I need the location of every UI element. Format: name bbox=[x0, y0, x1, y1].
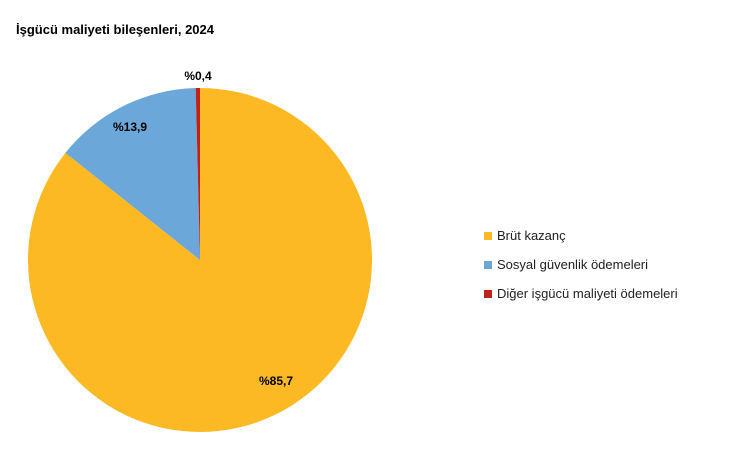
pie-slices bbox=[28, 87, 373, 432]
data-label-diger-odemeler: %0,4 bbox=[184, 69, 212, 83]
legend-swatch-brut-kazanc bbox=[484, 231, 492, 240]
pie-slice-brut-kazanc bbox=[28, 88, 373, 432]
chart-title: İşgücü maliyeti bileşenleri, 2024 bbox=[16, 22, 214, 37]
legend: Brüt kazanç Sosyal güvenlik ödemeleri Di… bbox=[484, 221, 678, 308]
data-label-sosyal-guvenlik: %13,9 bbox=[113, 120, 147, 134]
legend-swatch-diger-odemeler bbox=[484, 289, 492, 298]
legend-label-brut-kazanc: Brüt kazanç bbox=[497, 228, 566, 243]
legend-label-diger-odemeler: Diğer işgücü maliyeti ödemeleri bbox=[497, 286, 678, 301]
legend-label-sosyal-guvenlik: Sosyal güvenlik ödemeleri bbox=[497, 257, 649, 272]
legend-item-brut-kazanc: Brüt kazanç bbox=[484, 221, 678, 250]
legend-swatch-sosyal-guvenlik bbox=[484, 260, 492, 269]
pie-labels: %85,7 %13,9 %0,4 bbox=[113, 69, 293, 388]
legend-item-sosyal-guvenlik: Sosyal güvenlik ödemeleri bbox=[484, 250, 678, 279]
pie-slice-sosyal-guvenlik bbox=[65, 88, 201, 260]
pie-slice-diger-odemeler bbox=[195, 87, 200, 261]
data-label-brut-kazanc: %85,7 bbox=[259, 374, 293, 388]
legend-item-diger-odemeler: Diğer işgücü maliyeti ödemeleri bbox=[484, 279, 678, 308]
